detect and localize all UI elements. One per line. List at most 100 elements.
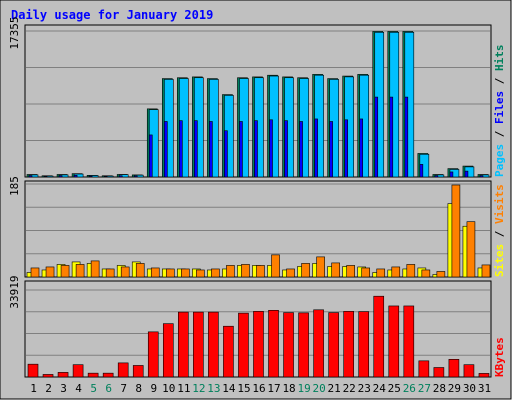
bar-kbytes [57,372,69,378]
bar-files [103,176,108,178]
legend: KBytes [493,337,506,377]
bar-kbytes [463,364,475,378]
x-tick-label: 6 [105,382,112,395]
bar-kbytes [27,363,39,378]
bar-kbytes [373,295,385,378]
y-axis-max-label: 185 [8,176,21,196]
bar-kbytes [223,325,234,378]
bar-files [133,175,138,178]
bar-visits [105,268,115,278]
bar-visits [361,267,371,278]
bar-files [209,121,213,178]
bar-kbytes [283,312,294,378]
bar-visits [286,268,295,278]
bar-kbytes [208,311,219,378]
x-tick-label: 13 [207,382,220,395]
bar-visits [466,221,476,278]
x-tick-label: 16 [252,382,265,395]
x-tick-label: 19 [297,382,310,395]
bar-kbytes [117,362,129,378]
bar-visits [60,265,70,278]
x-axis: 1 2 3 4 5 6 7 8 9 10 11 12 13 14 15 16 17 18 19 20 21 22 23 24 2… [30,382,491,395]
bar-files [239,121,243,178]
x-tick-label: 17 [267,382,280,395]
x-tick-label: 8 [135,382,142,395]
bar-kbytes [162,323,174,378]
bar-files [344,119,348,178]
bar-visits [346,265,355,278]
legend-hits: Hits [493,45,506,72]
x-tick-label: 7 [120,382,127,395]
y-axis-max-label: 17355 [8,16,21,49]
bar-kbytes [253,311,264,378]
bar-files [43,176,48,178]
legend-separator: / [493,71,506,91]
bar-kbytes [268,310,279,378]
bar-visits [120,266,130,278]
legend-files: Files [493,91,506,124]
bar-visits [196,269,205,278]
bar-visits [301,263,310,278]
bar-files [28,175,33,178]
bar-visits [241,264,250,278]
bar-visits [211,268,220,278]
x-tick-label: 15 [237,382,250,395]
bar-kbytes [418,360,430,378]
bar-files [314,118,318,178]
legend-visits: Visits [493,184,506,224]
bar-kbytes [193,311,204,378]
bar-kbytes [178,311,189,378]
bar-kbytes [102,372,114,378]
bar-visits [226,265,235,278]
bar-visits [391,266,401,278]
x-tick-label: 18 [282,382,295,395]
bar-visits [90,260,100,278]
bar-kbytes [238,312,249,378]
x-tick-label: 31 [478,382,491,395]
x-tick-label: 29 [448,382,461,395]
bar-visits [421,269,431,278]
x-tick-label: 2 [45,382,52,395]
bar-visits [30,267,40,278]
x-tick-label: 22 [343,382,356,395]
bar-visits [75,264,85,278]
bar-visits [135,263,145,278]
bar-files [118,175,123,178]
bar-visits [316,256,325,278]
bar-files [419,164,424,178]
legend-separator: / [493,224,506,244]
bar-visits [181,268,190,278]
x-tick-label: 26 [403,382,416,395]
x-tick-label: 21 [328,382,341,395]
legend-pages: Pages [493,144,506,177]
bar-files [269,119,273,178]
bar-files [179,120,183,178]
x-tick-label: 27 [418,382,431,395]
x-tick-label: 23 [358,382,371,395]
x-tick-label: 1 [30,382,37,395]
legend-sites: Sites [493,244,506,277]
bar-files [434,175,439,178]
bar-visits [150,267,160,278]
bar-files [374,96,379,178]
bar-files [389,96,394,178]
bar-files [359,118,364,178]
panel-hits-files-pages: 17355 Pages / Files / Hits [8,16,506,178]
x-tick-label: 24 [373,382,387,395]
bar-visits [376,268,386,278]
bar-visits [436,271,446,278]
x-tick-label: 11 [177,382,190,395]
x-tick-label: 14 [222,382,236,395]
panel-sites-visits: 185 Sites / Visits [8,176,506,278]
bar-files [299,121,303,178]
x-tick-label: 9 [150,382,157,395]
bar-kbytes [388,305,400,378]
bar-files [194,120,198,178]
bar-visits [271,254,280,278]
chart-title: Daily usage for January 2019 [11,8,213,22]
bar-kbytes [132,365,144,378]
bar-visits [481,264,491,278]
bar-visits [331,262,340,278]
